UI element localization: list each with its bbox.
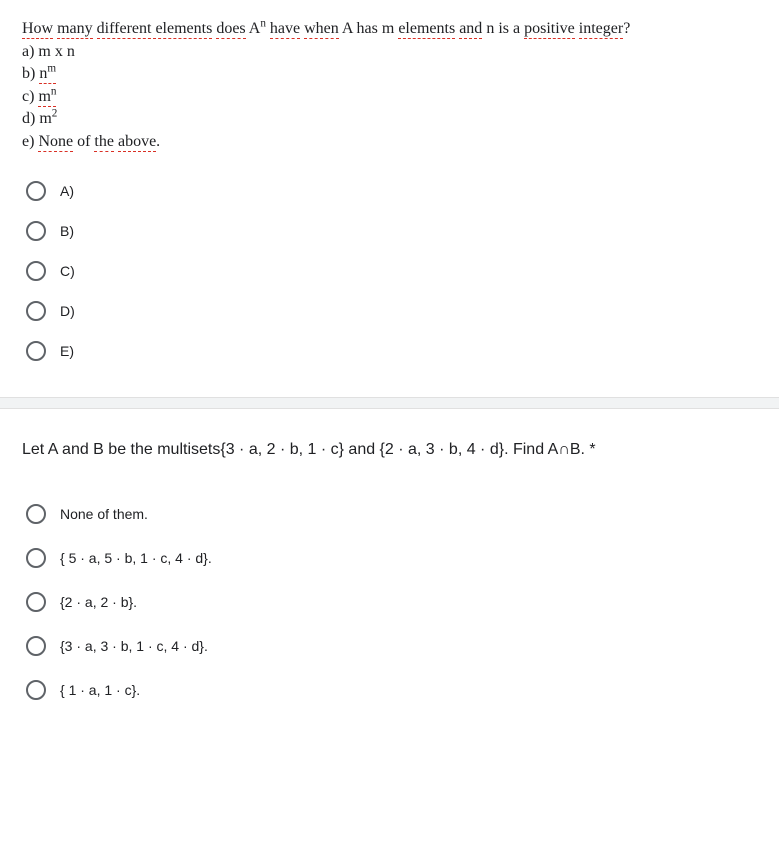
q1-option-c[interactable]: C): [22, 251, 757, 291]
q2-option-2[interactable]: {2 · a, 2 · b}.: [22, 580, 757, 624]
question-2-options: None of them. { 5 · a, 5 · b, 1 · c, 4 · …: [22, 492, 757, 712]
option-label: { 5 · a, 5 · b, 1 · c, 4 · d}.: [60, 550, 212, 566]
question-1-options: A) B) C) D) E): [22, 171, 757, 371]
option-label: None of them.: [60, 506, 148, 522]
question-1-card: How many different elements does An have…: [0, 0, 779, 397]
q1-option-a[interactable]: A): [22, 171, 757, 211]
option-label: {3 · a, 3 · b, 1 · c, 4 · d}.: [60, 638, 208, 654]
option-label: C): [60, 263, 75, 279]
question-2-stem: Let A and B be the multisets{3 · a, 2 · …: [22, 437, 757, 463]
radio-icon: [26, 680, 46, 700]
radio-icon: [26, 301, 46, 321]
option-label: { 1 · a, 1 · c}.: [60, 682, 140, 698]
option-label: {2 · a, 2 · b}.: [60, 594, 137, 610]
radio-icon: [26, 592, 46, 612]
radio-icon: [26, 221, 46, 241]
q1-option-e[interactable]: E): [22, 331, 757, 371]
card-divider: [0, 397, 779, 409]
option-label: D): [60, 303, 75, 319]
question-2-card: Let A and B be the multisets{3 · a, 2 · …: [0, 409, 779, 723]
radio-icon: [26, 341, 46, 361]
radio-icon: [26, 181, 46, 201]
q2-option-4[interactable]: { 1 · a, 1 · c}.: [22, 668, 757, 712]
q1-option-d[interactable]: D): [22, 291, 757, 331]
q2-option-1[interactable]: { 5 · a, 5 · b, 1 · c, 4 · d}.: [22, 536, 757, 580]
radio-icon: [26, 504, 46, 524]
radio-icon: [26, 548, 46, 568]
option-label: A): [60, 183, 74, 199]
radio-icon: [26, 636, 46, 656]
question-1-stem: How many different elements does An have…: [22, 18, 757, 153]
q2-option-3[interactable]: {3 · a, 3 · b, 1 · c, 4 · d}.: [22, 624, 757, 668]
option-label: B): [60, 223, 74, 239]
q1-option-b[interactable]: B): [22, 211, 757, 251]
q2-option-0[interactable]: None of them.: [22, 492, 757, 536]
option-label: E): [60, 343, 74, 359]
radio-icon: [26, 261, 46, 281]
